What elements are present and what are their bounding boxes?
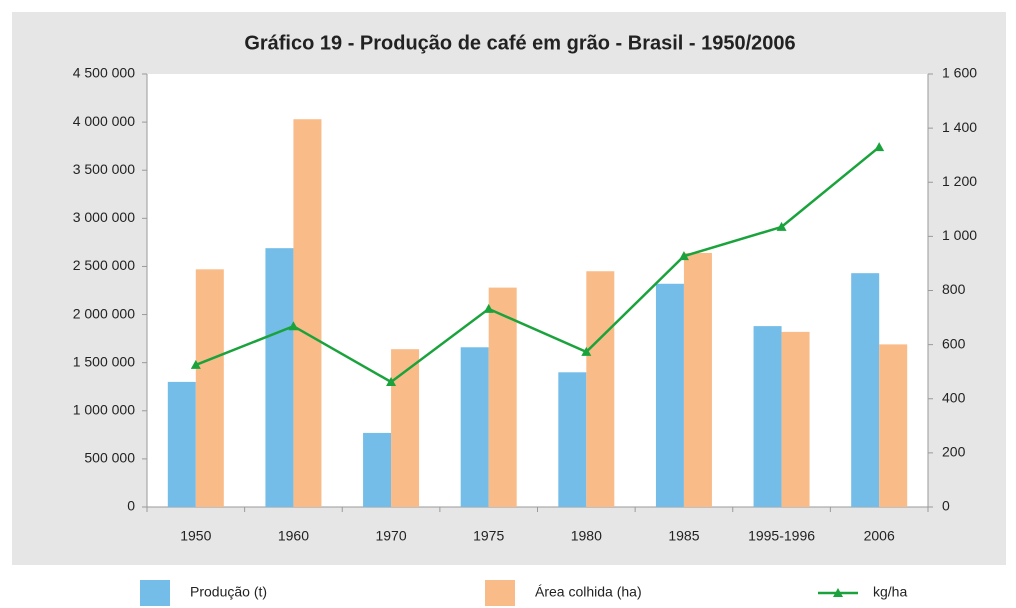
bar (460, 347, 489, 507)
legend-label: Produção (t) (190, 584, 267, 600)
line-marker (581, 346, 592, 356)
bar (879, 344, 908, 507)
y-tick-label: 2 000 000 (73, 305, 135, 321)
bar (781, 331, 810, 507)
bar (558, 372, 587, 507)
line-marker (190, 359, 201, 369)
line-marker (288, 321, 299, 331)
y-tick-label: 4 000 000 (73, 113, 135, 129)
bar (655, 283, 684, 507)
y2-tick-label: 0 (942, 498, 950, 514)
x-tick-label: 2006 (864, 528, 895, 544)
x-tick-label: 1975 (473, 528, 504, 544)
bar (293, 119, 322, 508)
x-tick-label: 1995-1996 (748, 528, 815, 544)
line (195, 146, 880, 384)
y2-tick-label: 1 400 (942, 119, 977, 135)
line-marker (678, 251, 689, 261)
bar (363, 432, 392, 507)
y-tick-label: 500 000 (84, 450, 135, 466)
y-tick-label: 3 000 000 (73, 209, 135, 225)
y2-tick-label: 1 200 (942, 173, 977, 189)
line-marker (483, 303, 494, 313)
y-tick-label: 0 (127, 498, 135, 514)
bar (265, 248, 294, 507)
bar (851, 273, 880, 507)
y2-tick-label: 400 (942, 389, 966, 405)
bar (167, 381, 196, 507)
plot-area (147, 74, 928, 507)
chart-title: Gráfico 19 - Produção de café em grão - … (244, 32, 795, 54)
legend-swatch (140, 580, 170, 606)
legend-swatch (485, 580, 515, 606)
y2-tick-label: 800 (942, 281, 966, 297)
bar (586, 271, 615, 507)
x-tick-label: 1960 (278, 528, 309, 544)
x-tick-label: 1970 (375, 528, 406, 544)
line-marker (874, 142, 885, 152)
bar (488, 287, 517, 507)
x-tick-label: 1985 (668, 528, 699, 544)
y-tick-label: 1 500 000 (73, 353, 135, 369)
line-marker (386, 376, 397, 386)
legend-label: kg/ha (873, 584, 907, 600)
y-tick-label: 4 500 000 (73, 65, 135, 81)
bar (683, 252, 712, 507)
y-tick-label: 3 500 000 (73, 161, 135, 177)
y2-tick-label: 1 000 (942, 227, 977, 243)
legend-label: Área colhida (ha) (535, 584, 642, 600)
y2-tick-label: 600 (942, 335, 966, 351)
y-tick-label: 2 500 000 (73, 257, 135, 273)
y-tick-label: 1 000 000 (73, 401, 135, 417)
bar (753, 326, 782, 507)
line-marker (776, 221, 787, 231)
x-tick-label: 1980 (571, 528, 602, 544)
x-tick-label: 1950 (180, 528, 211, 544)
bar (195, 269, 224, 507)
bar (391, 349, 420, 507)
y2-tick-label: 1 600 (942, 65, 977, 81)
y2-tick-label: 200 (942, 444, 966, 460)
legend-marker (833, 588, 843, 597)
